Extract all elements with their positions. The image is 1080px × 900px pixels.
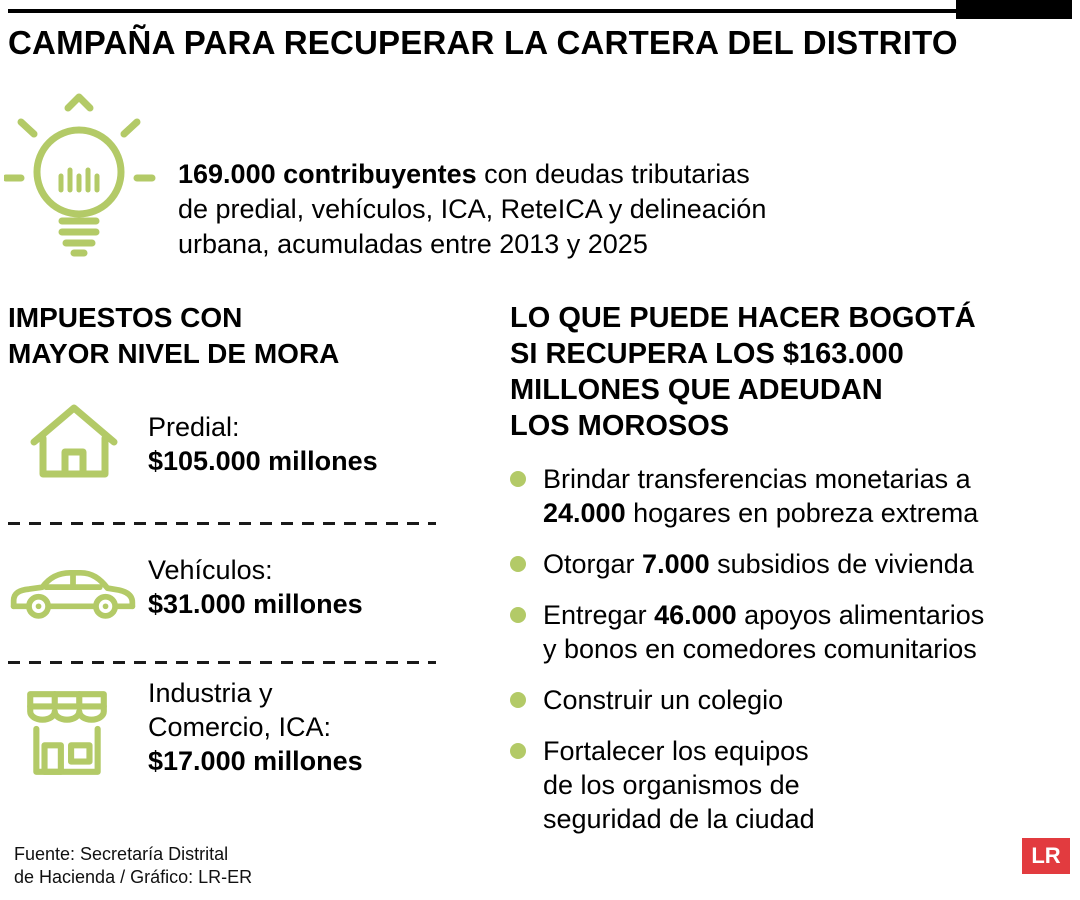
benefit-item: Construir un colegio bbox=[510, 683, 1075, 717]
benefit-item: Otorgar 7.000 subsidios de vivienda bbox=[510, 547, 1075, 581]
benefit-text-pre: Entregar bbox=[543, 600, 655, 630]
tax-label: Industria y Comercio, ICA: bbox=[148, 678, 332, 742]
top-rule bbox=[8, 9, 1072, 13]
bullet-dot bbox=[510, 471, 526, 487]
bullet-dot bbox=[510, 607, 526, 623]
top-accent-block bbox=[956, 0, 1072, 19]
tax-item-predial-text: Predial: $105.000 millones bbox=[148, 410, 378, 478]
left-section-heading: IMPUESTOS CON MAYOR NIVEL DE MORA bbox=[8, 302, 340, 369]
tax-label: Predial: bbox=[148, 412, 240, 442]
lightbulb-icon bbox=[4, 92, 156, 262]
benefit-item: Brindar transferencias monetarias a 24.0… bbox=[510, 462, 1075, 530]
dashed-divider bbox=[8, 661, 436, 664]
tax-amount: $17.000 millones bbox=[148, 746, 363, 776]
benefit-text-bold: 7.000 bbox=[642, 549, 710, 579]
benefit-item: Fortalecer los equipos de los organismos… bbox=[510, 734, 1075, 836]
house-icon bbox=[26, 400, 122, 484]
benefits-list: Brindar transferencias monetarias a 24.0… bbox=[510, 462, 1075, 836]
tax-amount: $105.000 millones bbox=[148, 446, 378, 476]
benefit-text: Otorgar 7.000 subsidios de vivienda bbox=[543, 547, 974, 581]
benefit-item: Entregar 46.000 apoyos alimentarios y bo… bbox=[510, 598, 1075, 666]
dashed-divider bbox=[8, 522, 436, 525]
benefit-text-pre: Fortalecer los equipos de los organismos… bbox=[543, 736, 815, 834]
car-icon bbox=[6, 560, 140, 622]
tax-item-vehiculos bbox=[6, 560, 140, 622]
bullet-dot bbox=[510, 692, 526, 708]
benefit-text-bold: 24.000 bbox=[543, 498, 626, 528]
intro-rest: con deudas tributarias de predial, vehíc… bbox=[178, 159, 767, 259]
bullet-dot bbox=[510, 743, 526, 759]
benefit-text: Fortalecer los equipos de los organismos… bbox=[543, 734, 815, 836]
tax-amount: $31.000 millones bbox=[148, 589, 363, 619]
benefit-text-bold: 46.000 bbox=[654, 600, 737, 630]
intro-text: 169.000 contribuyentes con deudas tribut… bbox=[178, 122, 766, 262]
intro-figure: 169.000 contribuyentes bbox=[178, 159, 477, 189]
source-credit: Fuente: Secretaría Distrital de Hacienda… bbox=[14, 844, 253, 887]
tax-item-ica bbox=[20, 686, 114, 780]
benefit-text-post: hogares en pobreza extrema bbox=[625, 498, 979, 528]
tax-label: Vehículos: bbox=[148, 555, 273, 585]
benefit-text-pre: Otorgar bbox=[543, 549, 643, 579]
page-title: CAMPAÑA PARA RECUPERAR LA CARTERA DEL DI… bbox=[8, 24, 958, 61]
right-section-heading: LO QUE PUEDE HACER BOGOTÁ SI RECUPERA LO… bbox=[510, 302, 976, 442]
bullet-dot bbox=[510, 556, 526, 572]
benefit-text-pre: Construir un colegio bbox=[543, 685, 784, 715]
tax-item-ica-text: Industria y Comercio, ICA: $17.000 millo… bbox=[148, 676, 363, 778]
benefit-text-post: apoyos alimentarios y bonos en comedores… bbox=[543, 600, 985, 664]
tax-item-predial bbox=[26, 400, 122, 484]
benefit-text: Entregar 46.000 apoyos alimentarios y bo… bbox=[543, 598, 984, 666]
benefit-text-post: subsidios de vivienda bbox=[709, 549, 974, 579]
benefit-text: Construir un colegio bbox=[543, 683, 783, 717]
tax-item-vehiculos-text: Vehículos: $31.000 millones bbox=[148, 553, 363, 621]
store-icon bbox=[20, 686, 114, 780]
benefit-text: Brindar transferencias monetarias a 24.0… bbox=[543, 462, 978, 530]
lr-logo: LR bbox=[1022, 838, 1070, 874]
benefit-text-pre: Brindar transferencias monetarias a bbox=[543, 464, 971, 494]
